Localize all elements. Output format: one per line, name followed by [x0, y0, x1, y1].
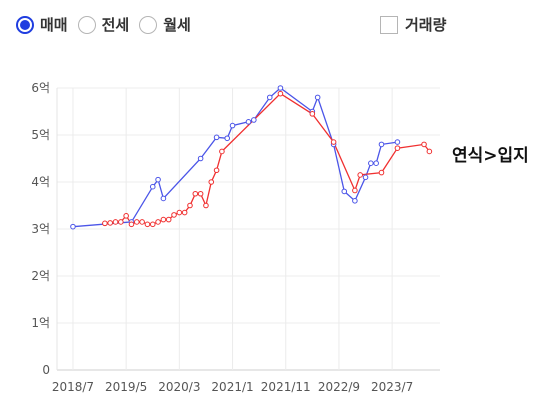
data-point-blue — [197, 155, 204, 162]
data-point-red — [128, 221, 135, 228]
data-point-blue — [160, 195, 167, 202]
data-point-blue — [155, 176, 161, 183]
data-point-red — [112, 219, 119, 225]
y-tick-label: 6억 — [31, 81, 50, 95]
data-point-red — [133, 219, 140, 225]
data-point-red — [176, 209, 183, 216]
radio-monthly-rent-indicator[interactable] — [139, 15, 158, 34]
volume-checkbox[interactable]: 거래량 — [380, 14, 446, 35]
data-point-red — [160, 216, 167, 223]
data-point-blue — [362, 174, 369, 181]
radio-monthly-rent[interactable]: 월세 — [139, 14, 191, 35]
x-tick-label: 2022/9 — [318, 380, 360, 394]
data-point-red — [309, 111, 316, 117]
series-line-red — [104, 92, 430, 226]
data-point-red — [139, 219, 145, 225]
data-point-red — [171, 212, 177, 218]
data-point-red — [208, 179, 215, 185]
data-point-blue — [373, 160, 379, 166]
y-tick-label: 0 — [42, 363, 50, 377]
data-point-red — [219, 148, 225, 155]
x-axis-labels: 2018/7 2019/5 2020/3 2021/1 2021/11 2022/9 202… — [52, 380, 413, 394]
data-point-red — [213, 167, 220, 174]
data-point-red — [155, 219, 161, 225]
radio-jeonse-indicator[interactable] — [77, 15, 96, 34]
data-point-red — [197, 190, 204, 197]
data-point-blue — [266, 94, 273, 101]
data-point-red — [330, 139, 337, 145]
data-point-blue — [229, 122, 236, 129]
data-point-red — [181, 209, 188, 216]
data-point-blue — [149, 183, 156, 190]
data-point-blue — [213, 134, 220, 141]
y-tick-label: 4억 — [31, 175, 50, 189]
data-point-red — [421, 141, 427, 148]
data-point-red — [352, 187, 358, 194]
radio-jeonse-label[interactable]: 전세 — [101, 16, 130, 34]
data-point-red — [149, 221, 156, 228]
data-point-blue — [251, 117, 257, 123]
data-point-blue — [394, 139, 401, 145]
data-point-red — [426, 148, 433, 155]
data-point-red — [203, 202, 209, 209]
x-tick-label: 2023/7 — [371, 380, 413, 394]
x-tick-label: 2018/7 — [52, 380, 94, 394]
data-point-blue — [378, 141, 385, 148]
data-point-blue — [277, 85, 284, 91]
data-point-red — [165, 216, 172, 223]
annotation-label: 연식>입지 — [452, 146, 529, 166]
volume-checkbox-box[interactable] — [380, 15, 398, 34]
radio-sale[interactable]: 매매 — [16, 14, 68, 35]
x-tick-label: 2019/5 — [105, 380, 147, 394]
data-point-red — [187, 202, 193, 209]
data-point-blue — [368, 160, 374, 166]
y-tick-label: 2억 — [31, 269, 50, 283]
data-point-blue — [245, 119, 252, 125]
data-point-red — [357, 172, 364, 178]
chart-grid — [56, 87, 440, 371]
volume-checkbox-label[interactable]: 거래량 — [405, 16, 447, 34]
data-point-red — [123, 213, 129, 219]
y-tick-label: 5억 — [31, 128, 50, 142]
data-point-red — [144, 221, 151, 228]
data-point-blue — [341, 188, 348, 195]
y-tick-label: 1억 — [31, 316, 50, 330]
trade-type-radio-group: 매매 전세 월세 — [16, 14, 191, 35]
data-point-red — [394, 145, 401, 151]
y-axis-labels: 0 1억 2억 3억 4억 5억 6억 — [31, 81, 50, 377]
data-point-red — [102, 220, 108, 227]
data-point-red — [118, 219, 124, 225]
x-tick-label: 2021/11 — [261, 380, 311, 394]
series-line-blue — [72, 87, 398, 228]
data-point-red — [277, 90, 284, 97]
data-point-red — [192, 190, 199, 197]
y-tick-label: 3억 — [31, 222, 50, 236]
data-point-blue — [352, 198, 358, 204]
data-point-red — [378, 169, 385, 176]
radio-sale-indicator[interactable] — [16, 15, 34, 34]
data-point-red — [107, 220, 113, 226]
radio-monthly-rent-label[interactable]: 월세 — [163, 16, 191, 34]
radio-jeonse[interactable]: 전세 — [77, 14, 130, 35]
data-point-blue — [70, 223, 76, 230]
x-tick-label: 2021/1 — [211, 380, 253, 394]
x-tick-label: 2020/3 — [158, 380, 200, 394]
series-points — [70, 85, 433, 230]
data-point-blue — [314, 94, 321, 101]
data-point-blue — [224, 135, 231, 142]
radio-sale-label[interactable]: 매매 — [40, 16, 68, 34]
